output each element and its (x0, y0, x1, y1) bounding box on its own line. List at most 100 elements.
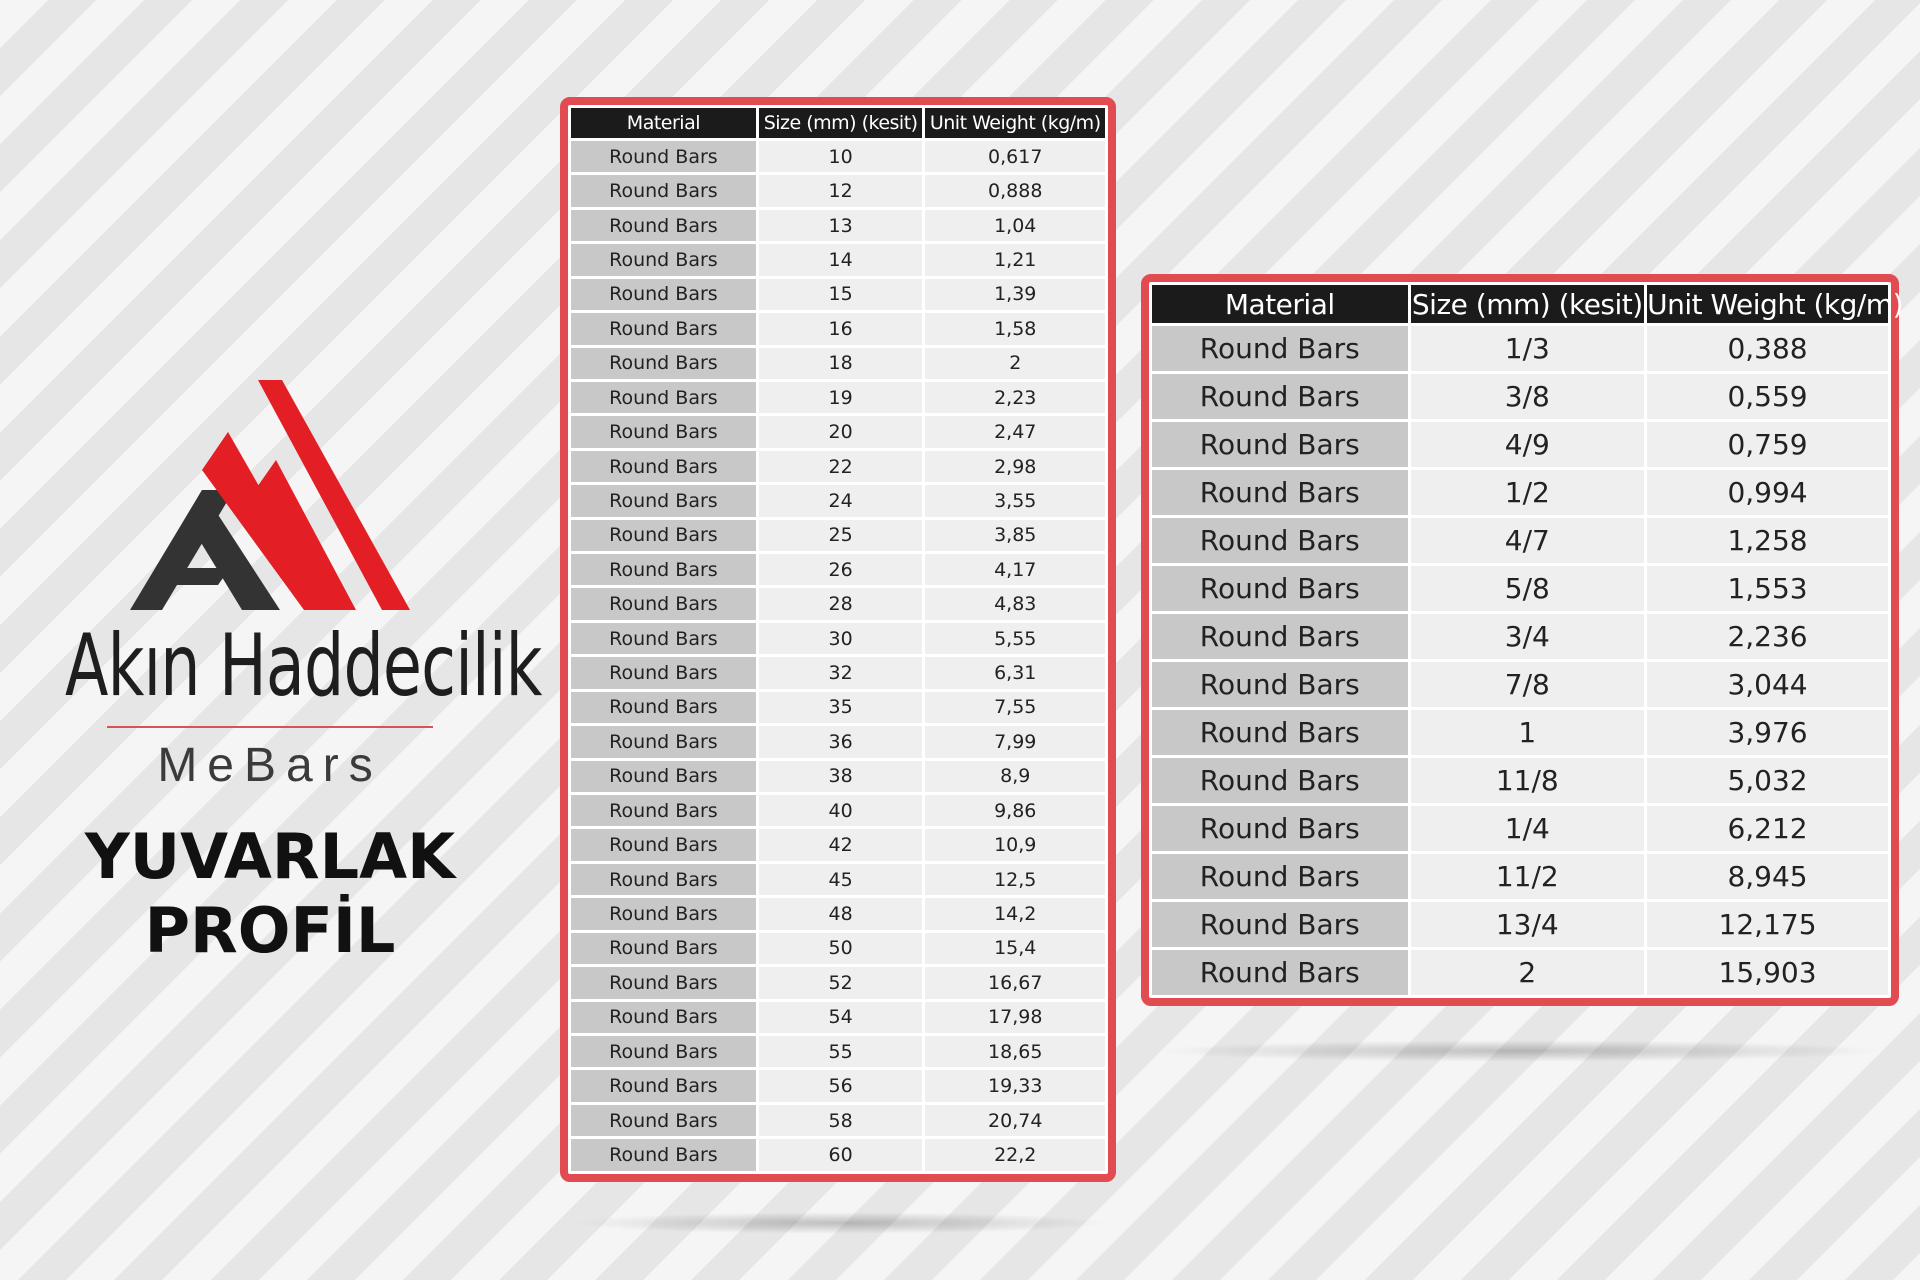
cell-size: 38 (758, 760, 923, 793)
headline: YUVARLAK PROFİL (20, 820, 520, 968)
cell-size: 45 (758, 863, 923, 896)
cell-unit-weight: 3,044 (1647, 662, 1888, 707)
cell-unit-weight: 20,74 (925, 1104, 1105, 1137)
table-row: Round Bars 22 2,98 (571, 450, 1105, 483)
table-row: Round Bars 24 3,55 (571, 485, 1105, 517)
cell-unit-weight: 0,559 (1647, 374, 1888, 419)
cell-size: 13/4 (1410, 902, 1645, 947)
cell-size: 24 (758, 485, 923, 517)
headline-line-1: YUVARLAK (84, 820, 456, 893)
cell-unit-weight: 1,39 (925, 278, 1105, 311)
header-unit-weight: Unit Weight (kg/m) (1647, 285, 1903, 323)
table-row: Round Bars 52 16,67 (571, 967, 1105, 999)
brand-subtitle: MeBars (157, 739, 383, 792)
table-row: Round Bars 32 6,31 (571, 657, 1105, 689)
cell-unit-weight: 22,2 (925, 1139, 1105, 1171)
cell-size: 3/4 (1410, 614, 1645, 659)
table-row: Round Bars 13 1,04 (571, 209, 1105, 242)
cell-material: Round Bars (571, 898, 756, 930)
cell-material: Round Bars (571, 1104, 756, 1137)
cell-size: 3/8 (1410, 374, 1645, 419)
cell-unit-weight: 15,4 (925, 932, 1105, 965)
cell-size: 20 (758, 416, 923, 448)
table-row: Round Bars 60 22,2 (571, 1139, 1105, 1171)
table-row: Round Bars 11/2 8,945 (1152, 854, 1888, 899)
cell-unit-weight: 5,55 (925, 622, 1105, 655)
cell-size: 2 (1410, 950, 1645, 995)
table-row: Round Bars 15 1,39 (571, 278, 1105, 311)
table-row: Round Bars 28 4,83 (571, 588, 1105, 620)
divider-line (107, 726, 433, 728)
cell-unit-weight: 12,175 (1647, 902, 1888, 947)
cell-unit-weight: 8,9 (925, 760, 1105, 793)
cell-size: 56 (758, 1070, 923, 1102)
table-row: Round Bars 3/8 0,559 (1152, 374, 1888, 419)
cell-unit-weight: 10,9 (925, 829, 1105, 861)
table-row: Round Bars 3/4 2,236 (1152, 614, 1888, 659)
cell-size: 50 (758, 932, 923, 965)
table-row: Round Bars 19 2,23 (571, 381, 1105, 414)
cell-size: 32 (758, 657, 923, 689)
table-row: Round Bars 1/3 0,388 (1152, 326, 1888, 371)
table-row: Round Bars 12 0,888 (571, 175, 1105, 207)
cell-material: Round Bars (571, 519, 756, 552)
table-row: Round Bars 18 2 (571, 347, 1105, 379)
cell-size: 58 (758, 1104, 923, 1137)
cell-material: Round Bars (571, 209, 756, 242)
table-row: Round Bars 5/8 1,553 (1152, 566, 1888, 611)
cell-material: Round Bars (1152, 374, 1408, 419)
table-row: Round Bars 7/8 3,044 (1152, 662, 1888, 707)
table-row: Round Bars 54 17,98 (571, 1001, 1105, 1033)
cell-size: 52 (758, 967, 923, 999)
table-row: Round Bars 56 19,33 (571, 1070, 1105, 1102)
cell-material: Round Bars (1152, 566, 1408, 611)
cell-size: 42 (758, 829, 923, 861)
table-row: Round Bars 58 20,74 (571, 1104, 1105, 1137)
cell-size: 54 (758, 1001, 923, 1033)
cell-material: Round Bars (1152, 902, 1408, 947)
cell-unit-weight: 0,759 (1647, 422, 1888, 467)
cell-material: Round Bars (1152, 710, 1408, 755)
cell-unit-weight: 18,65 (925, 1035, 1105, 1068)
cell-material: Round Bars (571, 863, 756, 896)
cell-material: Round Bars (571, 485, 756, 517)
cell-size: 30 (758, 622, 923, 655)
cell-size: 11/8 (1410, 758, 1645, 803)
cell-unit-weight: 0,388 (1647, 326, 1888, 371)
table-row: Round Bars 4/9 0,759 (1152, 422, 1888, 467)
cell-material: Round Bars (571, 554, 756, 586)
table: Material Size (mm) (kesit) Unit Weight (… (1149, 282, 1903, 998)
cell-unit-weight: 0,617 (925, 141, 1105, 173)
cell-size: 26 (758, 554, 923, 586)
cell-size: 22 (758, 450, 923, 483)
cell-unit-weight: 0,888 (925, 175, 1105, 207)
cell-material: Round Bars (571, 1139, 756, 1171)
cell-material: Round Bars (571, 1070, 756, 1102)
akin-logo-icon (130, 380, 410, 610)
cell-unit-weight: 9,86 (925, 795, 1105, 827)
table-shadow (570, 1212, 1110, 1234)
cell-unit-weight: 2,23 (925, 381, 1105, 414)
cell-material: Round Bars (571, 726, 756, 758)
cell-unit-weight: 1,553 (1647, 566, 1888, 611)
cell-material: Round Bars (571, 313, 756, 345)
cell-material: Round Bars (1152, 614, 1408, 659)
table-row: Round Bars 16 1,58 (571, 313, 1105, 345)
cell-material: Round Bars (1152, 470, 1408, 515)
table-row: Round Bars 11/8 5,032 (1152, 758, 1888, 803)
cell-material: Round Bars (571, 657, 756, 689)
cell-unit-weight: 6,31 (925, 657, 1105, 689)
cell-size: 12 (758, 175, 923, 207)
cell-material: Round Bars (1152, 806, 1408, 851)
header-unit-weight: Unit Weight (kg/m) (925, 108, 1105, 138)
cell-material: Round Bars (571, 1035, 756, 1068)
cell-material: Round Bars (1152, 518, 1408, 563)
cell-unit-weight: 2,47 (925, 416, 1105, 448)
table-shadow (1150, 1040, 1890, 1062)
cell-unit-weight: 1,21 (925, 244, 1105, 276)
cell-unit-weight: 6,212 (1647, 806, 1888, 851)
cell-size: 5/8 (1410, 566, 1645, 611)
cell-size: 35 (758, 691, 923, 724)
cell-material: Round Bars (571, 1001, 756, 1033)
cell-unit-weight: 4,83 (925, 588, 1105, 620)
